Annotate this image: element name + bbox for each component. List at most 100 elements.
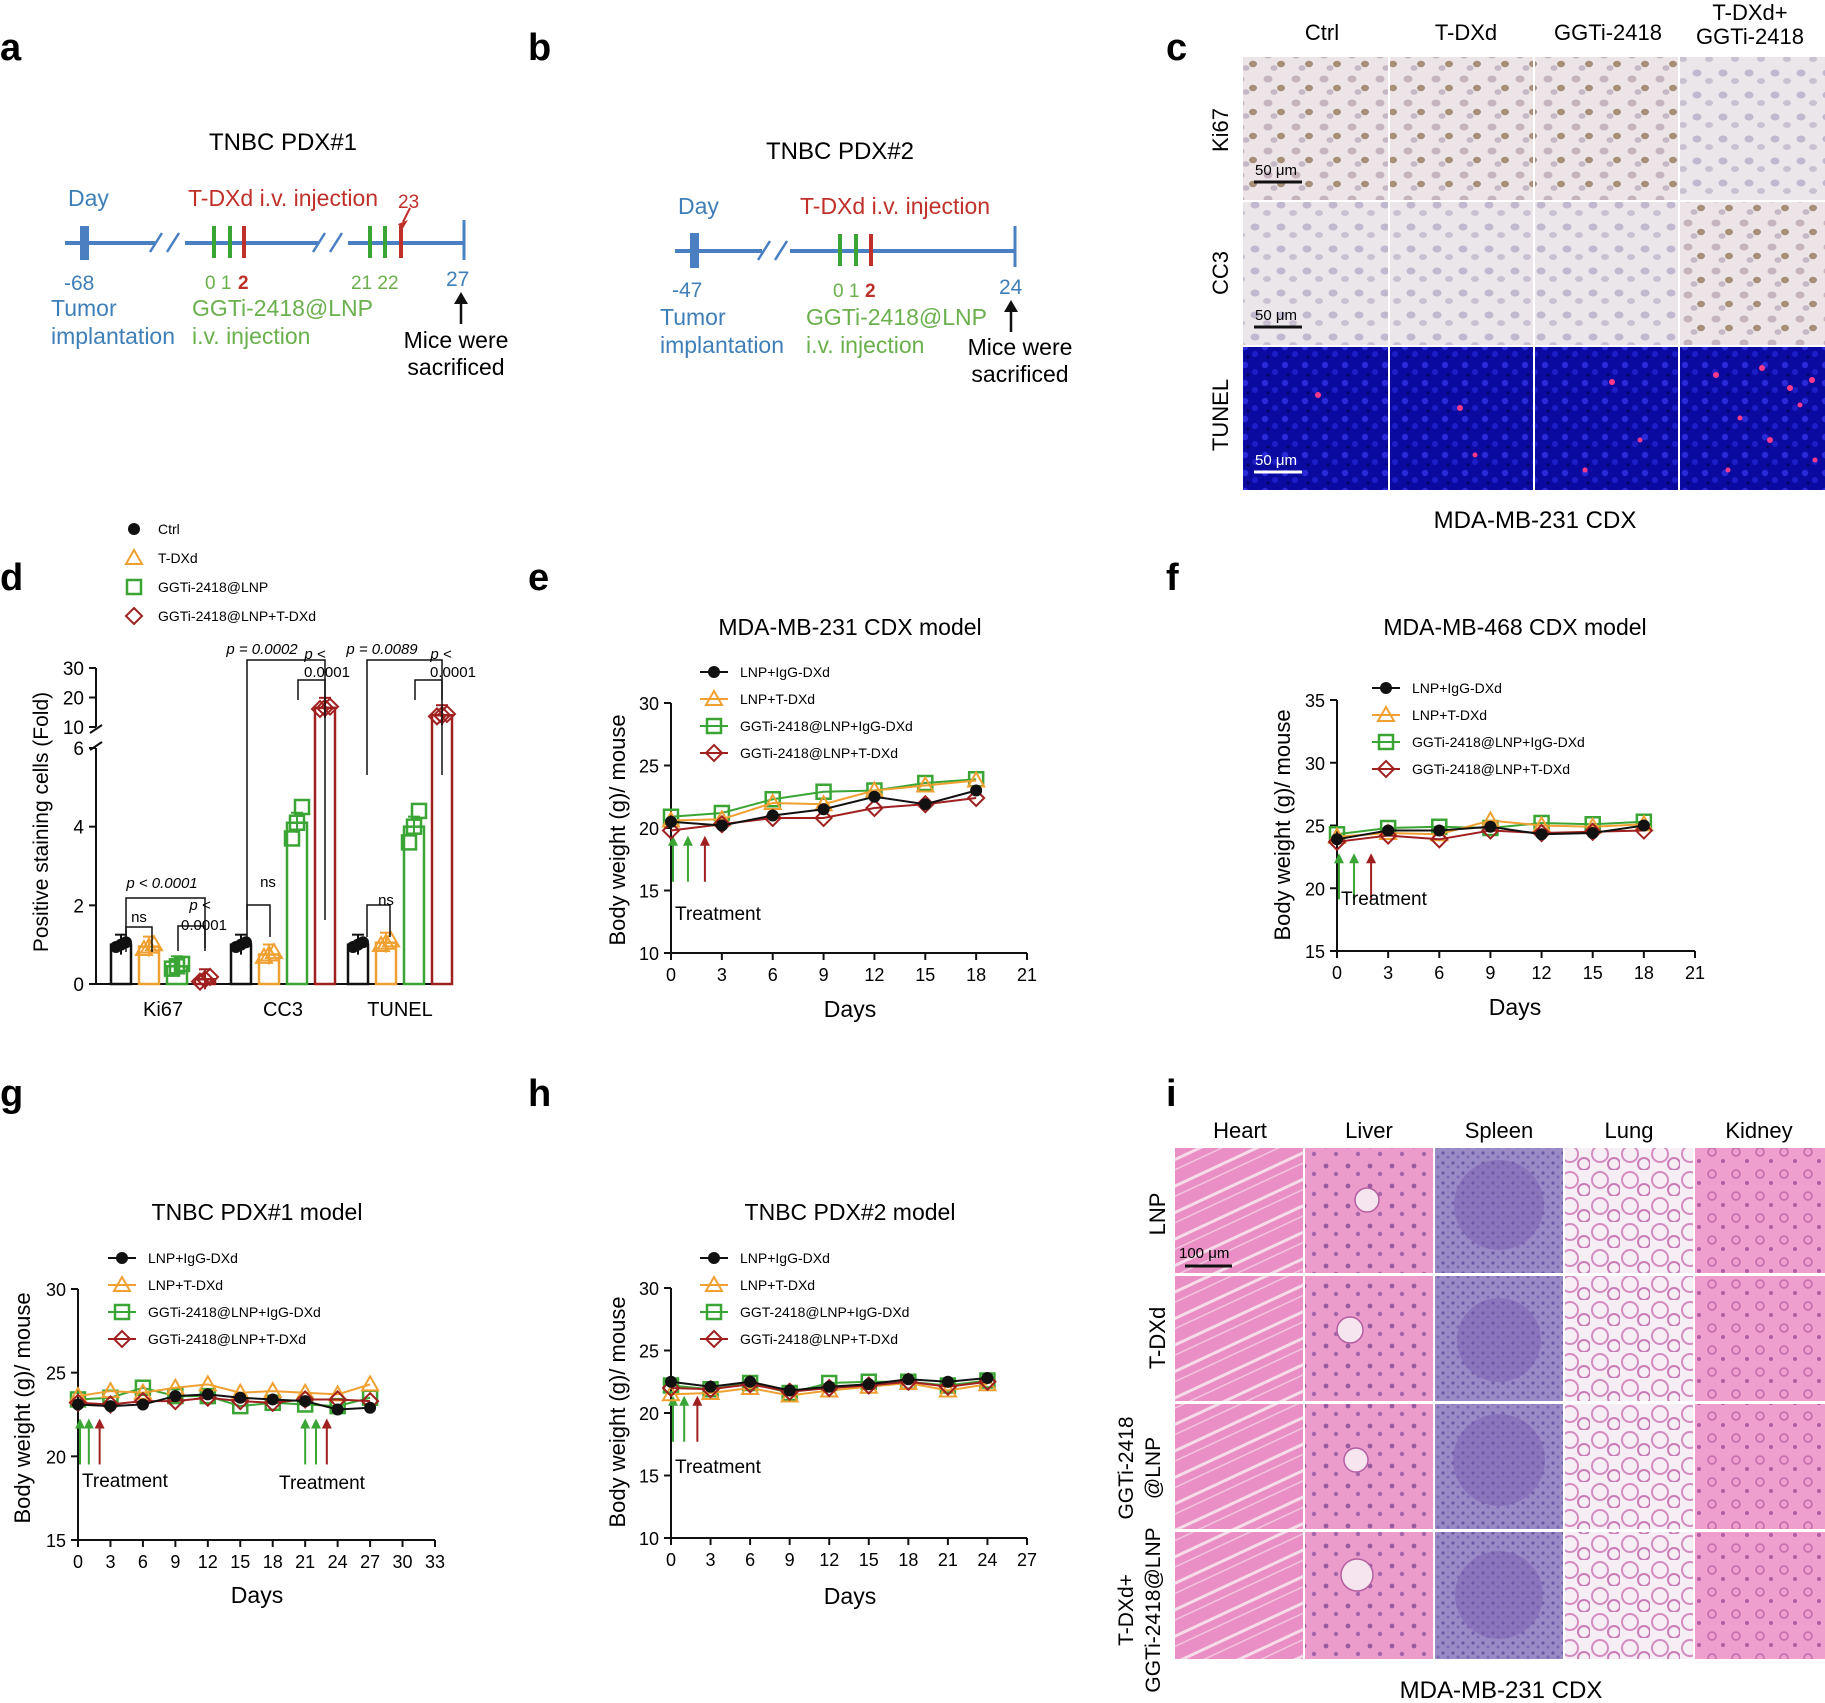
c-row-cc3: CC3 <box>1208 251 1233 295</box>
i-img-combo-liver <box>1305 1532 1433 1659</box>
d-legend-marker <box>124 606 144 626</box>
d-cc3-p2a: p < <box>303 646 326 663</box>
timeline-a <box>65 207 466 260</box>
c-scale-text-3: 50 μm <box>1255 452 1297 469</box>
panel-a-title: TNBC PDX#1 <box>209 129 357 156</box>
h-point-s0 <box>902 1373 915 1386</box>
g-legend-label: LNP+T-DXd <box>148 1277 223 1293</box>
e-point-s0 <box>715 819 728 832</box>
f-y-tick-label: 15 <box>1305 942 1325 962</box>
a-tick-end: 27 <box>446 268 469 291</box>
g-point-s1 <box>360 1374 380 1392</box>
g-treatment-arrowhead <box>311 1418 321 1429</box>
f-x-tick-label: 3 <box>1383 963 1393 983</box>
g-y-tick-label: 30 <box>46 1280 66 1300</box>
e-point-s0 <box>919 798 932 811</box>
e-y-tick-label: 25 <box>639 757 659 777</box>
a-ticks-21-22: 21 22 <box>351 273 399 294</box>
g-x-tick-label: 6 <box>138 1552 148 1572</box>
panel-letter-a: a <box>0 27 22 69</box>
b-day-label: Day <box>678 193 719 219</box>
d-point-s1 <box>264 942 284 960</box>
c-img-ki67-tdxd <box>1390 57 1533 200</box>
e-treatment-arrowhead <box>682 835 693 846</box>
d-points <box>110 697 457 992</box>
g-x-tick-label: 24 <box>328 1552 348 1572</box>
i-img-combo-spleen <box>1435 1532 1563 1659</box>
h-point-s3 <box>661 1378 681 1398</box>
f-point-s0 <box>1382 824 1395 837</box>
h-x-tick-label: 9 <box>785 1550 795 1570</box>
a-lnp-label: GGTi-2418@LNP <box>192 295 373 321</box>
e-point-s0 <box>817 803 830 816</box>
f-point-s0 <box>1637 819 1650 832</box>
panel-letter-g: g <box>0 1073 23 1115</box>
d-point-s1 <box>259 944 279 962</box>
d-y-tick-label: 20 <box>63 689 84 710</box>
c-col-combo-1: T-DXd+ <box>1712 0 1787 25</box>
g-series-line-0 <box>77 1393 371 1411</box>
d-point-s1 <box>144 934 164 952</box>
panel-h: h TNBC PDX#2 model Body weight (g)/ mous… <box>528 1073 1037 1609</box>
e-point-s3 <box>865 798 884 818</box>
panel-letter-i: i <box>1166 1073 1177 1115</box>
g-point-s0 <box>169 1390 182 1403</box>
i-col-kidney: Kidney <box>1725 1118 1792 1143</box>
h-x-tick-label: 3 <box>706 1550 716 1570</box>
h-point-s0 <box>783 1384 796 1397</box>
h-title: TNBC PDX#2 model <box>745 1199 956 1225</box>
panel-i: i Heart Liver Spleen Lung Kidney LNP T-D… <box>1115 1073 1825 1703</box>
d-ki67-ns: ns <box>131 909 147 926</box>
d-point-s2 <box>410 802 428 820</box>
panel-letter-c: c <box>1166 27 1187 69</box>
g-x-tick-label: 3 <box>105 1552 115 1572</box>
e-x-tick-label: 6 <box>768 965 778 985</box>
tunel-positive-nuclei <box>1315 365 1818 473</box>
g-legend-label: GGTi-2418@LNP+T-DXd <box>148 1331 306 1347</box>
i-img-combo-lung <box>1565 1532 1693 1659</box>
h-treatment-label: Treatment <box>675 1457 762 1478</box>
h-legend-label: LNP+IgG-DXd <box>740 1250 830 1266</box>
e-legend-marker <box>708 666 720 678</box>
c-img-tunel-ctrl <box>1243 347 1388 490</box>
g-legend-marker <box>112 1329 132 1349</box>
f-point-s3 <box>1583 822 1603 842</box>
c-img-cc3-tdxd <box>1390 202 1533 345</box>
i-col-lung: Lung <box>1605 1118 1654 1143</box>
i-img-combo-heart <box>1175 1532 1303 1659</box>
i-img-lnp-heart <box>1175 1148 1303 1273</box>
d-cc3-p2b: 0.0001 <box>304 664 350 681</box>
e-y-tick-label: 15 <box>639 882 659 902</box>
f-x-tick-label: 0 <box>1332 963 1342 983</box>
d-legend: Ctrl T-DXd GGTi-2418@LNP GGTi-2418@LNP+T-DX… <box>124 521 316 626</box>
e-legend-label: GGTi-2418@LNP+T-DXd <box>740 745 898 761</box>
d-ki67-p2b: 0.0001 <box>181 917 227 934</box>
i-col-spleen: Spleen <box>1465 1118 1534 1143</box>
i-img-tdxd-spleen <box>1435 1276 1563 1401</box>
i-img-lnp-spleen <box>1435 1148 1563 1273</box>
h-y-tick-label: 15 <box>639 1467 659 1487</box>
f-legend-marker <box>1380 682 1392 694</box>
e-y-tick-label: 20 <box>639 819 659 839</box>
h-ylabel: Body weight (g)/ mouse <box>605 1296 630 1527</box>
g-point-s0 <box>104 1400 117 1413</box>
e-point-s0 <box>766 809 779 822</box>
e-x-tick-label: 0 <box>666 965 676 985</box>
g-point-s0 <box>201 1388 214 1401</box>
panel-d: d Ctrl T-DXd GGTi-2418@LNP GGTi-2418@LNP+T-… <box>0 521 476 1021</box>
d-point-s1 <box>376 932 396 950</box>
h-legend-marker <box>704 1329 724 1349</box>
c-col-ggti: GGTi-2418 <box>1554 20 1662 45</box>
e-point-s3 <box>712 814 732 834</box>
h-point-s0 <box>744 1375 757 1388</box>
b-ticks-0-1: 0 1 <box>833 281 859 302</box>
g-treatment-label: Treatment <box>82 1471 169 1492</box>
e-point-s3 <box>814 808 833 828</box>
f-x-tick-label: 15 <box>1583 963 1603 983</box>
d-point-s2 <box>405 818 423 835</box>
a-tumor-label: Tumor <box>51 295 117 321</box>
h-legend-marker <box>708 1252 720 1264</box>
g-x-tick-label: 21 <box>295 1552 315 1572</box>
e-x-tick-label: 18 <box>966 965 986 985</box>
